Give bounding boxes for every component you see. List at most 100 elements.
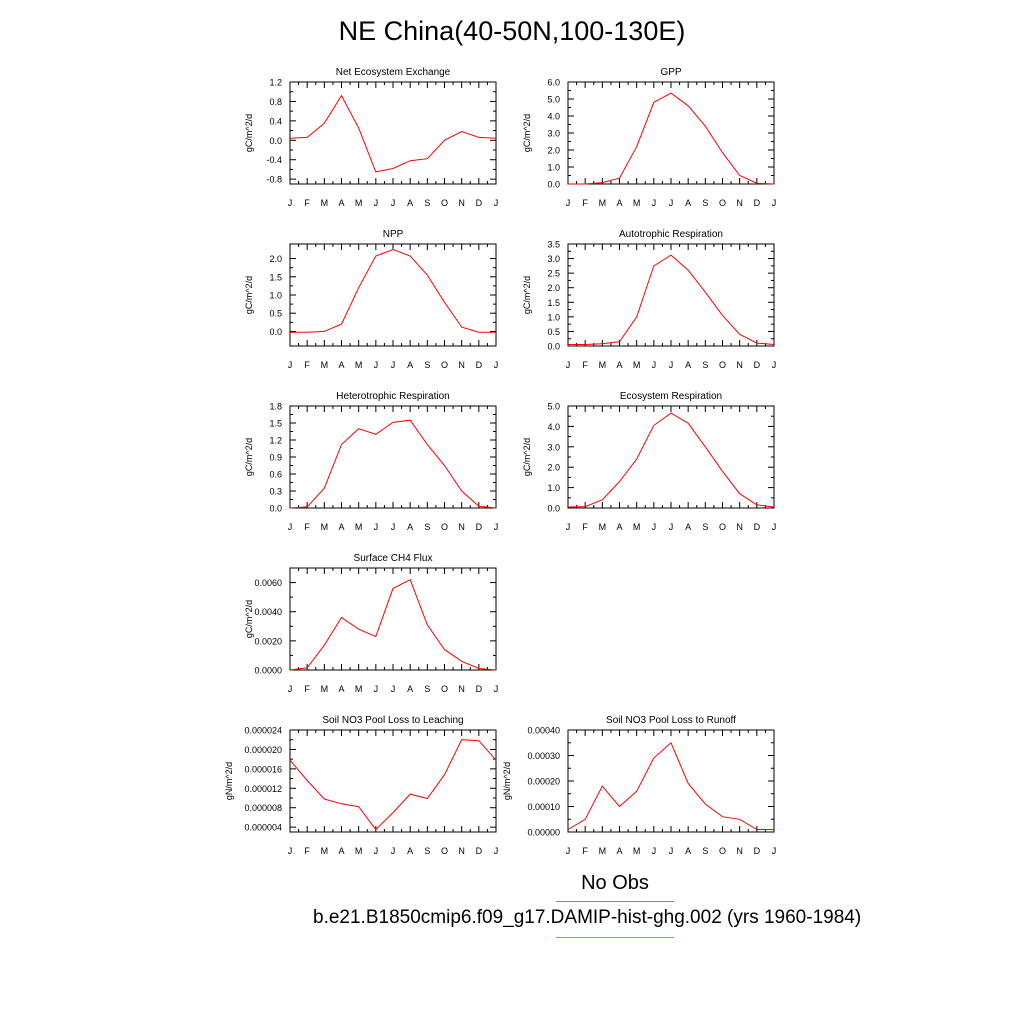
y-tick-label: 3.5 bbox=[547, 240, 560, 250]
x-tick-label: S bbox=[702, 522, 708, 532]
x-tick-label: O bbox=[441, 198, 448, 208]
plot-frame bbox=[289, 567, 497, 671]
x-tick-label: J bbox=[288, 522, 293, 532]
y-tick-label: 0.0 bbox=[269, 504, 282, 514]
x-tick-label: A bbox=[685, 522, 691, 532]
plot-frame bbox=[567, 405, 775, 509]
x-tick-label: D bbox=[476, 846, 483, 856]
x-tick-label: J bbox=[566, 522, 571, 532]
y-tick-label: 0.6 bbox=[269, 470, 282, 480]
y-tick-label: 2.0 bbox=[269, 254, 282, 264]
plot-frame bbox=[289, 729, 497, 833]
plot-frame bbox=[289, 243, 497, 347]
x-tick-label: D bbox=[476, 360, 483, 370]
y-axis-label: gC/m^2/d bbox=[244, 600, 254, 638]
y-tick-label: 0.0000 bbox=[254, 666, 282, 676]
y-tick-label: 0.8 bbox=[269, 97, 282, 107]
x-tick-label: A bbox=[616, 198, 622, 208]
y-tick-label: 0.3 bbox=[269, 487, 282, 497]
legend-model-label: b.e21.B1850cmip6.f09_g17.DAMIP-hist-ghg.… bbox=[313, 907, 862, 928]
y-tick-label: 0.9 bbox=[269, 453, 282, 463]
y-tick-label: 0.00000 bbox=[527, 828, 560, 838]
x-tick-label: J bbox=[391, 684, 396, 694]
y-tick-label: 0.5 bbox=[547, 327, 560, 337]
x-tick-label: J bbox=[391, 198, 396, 208]
x-tick-label: F bbox=[582, 846, 588, 856]
y-tick-label: 0.0020 bbox=[254, 636, 282, 646]
x-tick-label: F bbox=[304, 846, 310, 856]
x-tick-label: F bbox=[304, 522, 310, 532]
y-tick-label: 0.000024 bbox=[244, 726, 282, 736]
y-tick-label: 1.2 bbox=[269, 78, 282, 88]
y-axis-label: gN/m^2/d bbox=[502, 762, 512, 800]
x-tick-label: J bbox=[494, 846, 499, 856]
x-tick-label: M bbox=[633, 360, 641, 370]
y-tick-label: 0.000012 bbox=[244, 784, 282, 794]
y-tick-label: 0.00010 bbox=[527, 802, 560, 812]
y-tick-label: 0.000020 bbox=[244, 745, 282, 755]
x-tick-label: N bbox=[736, 360, 743, 370]
x-tick-label: S bbox=[702, 846, 708, 856]
x-tick-label: N bbox=[736, 846, 743, 856]
x-tick-label: M bbox=[633, 846, 641, 856]
x-tick-label: J bbox=[566, 360, 571, 370]
x-tick-label: S bbox=[424, 522, 430, 532]
x-tick-label: A bbox=[407, 522, 413, 532]
x-tick-label: D bbox=[754, 360, 761, 370]
x-tick-label: S bbox=[702, 198, 708, 208]
x-tick-label: D bbox=[476, 198, 483, 208]
x-tick-label: A bbox=[407, 684, 413, 694]
x-tick-label: S bbox=[702, 360, 708, 370]
x-tick-label: F bbox=[582, 522, 588, 532]
legend-obs-line bbox=[556, 901, 674, 902]
x-tick-label: A bbox=[407, 360, 413, 370]
y-tick-label: 0.00040 bbox=[527, 726, 560, 736]
y-tick-label: 0.0040 bbox=[254, 607, 282, 617]
y-tick-label: 4.0 bbox=[547, 422, 560, 432]
x-tick-label: S bbox=[424, 360, 430, 370]
y-tick-label: 1.2 bbox=[269, 436, 282, 446]
x-tick-label: M bbox=[633, 198, 641, 208]
x-tick-label: S bbox=[424, 846, 430, 856]
x-tick-label: M bbox=[321, 522, 329, 532]
x-tick-label: J bbox=[391, 360, 396, 370]
x-tick-label: S bbox=[424, 198, 430, 208]
y-axis-label: gC/m^2/d bbox=[522, 276, 532, 314]
x-tick-label: M bbox=[599, 360, 607, 370]
x-tick-label: F bbox=[304, 360, 310, 370]
x-tick-label: J bbox=[494, 522, 499, 532]
plot-title: NPP bbox=[383, 229, 404, 240]
x-tick-label: O bbox=[719, 522, 726, 532]
x-tick-label: N bbox=[458, 684, 465, 694]
x-tick-label: O bbox=[719, 360, 726, 370]
x-tick-label: J bbox=[652, 846, 657, 856]
x-tick-label: M bbox=[355, 846, 363, 856]
y-tick-label: -0.8 bbox=[266, 175, 282, 185]
plot-title: Net Ecosystem Exchange bbox=[336, 67, 451, 78]
plot-title: Soil NO3 Pool Loss to Runoff bbox=[606, 715, 736, 726]
x-tick-label: M bbox=[599, 198, 607, 208]
y-tick-label: 0.00030 bbox=[527, 751, 560, 761]
x-tick-label: J bbox=[374, 846, 379, 856]
y-tick-label: 6.0 bbox=[547, 78, 560, 88]
x-tick-label: F bbox=[582, 198, 588, 208]
x-tick-label: J bbox=[391, 522, 396, 532]
x-tick-label: N bbox=[736, 522, 743, 532]
x-tick-label: M bbox=[599, 846, 607, 856]
y-tick-label: 3.0 bbox=[547, 442, 560, 452]
x-tick-label: J bbox=[494, 198, 499, 208]
y-tick-label: 2.5 bbox=[547, 269, 560, 279]
x-tick-label: M bbox=[355, 198, 363, 208]
x-tick-label: O bbox=[441, 846, 448, 856]
x-tick-label: M bbox=[321, 198, 329, 208]
x-tick-label: J bbox=[669, 846, 674, 856]
x-tick-label: J bbox=[772, 198, 777, 208]
plot-title: Surface CH4 Flux bbox=[354, 553, 433, 564]
x-tick-label: A bbox=[338, 846, 344, 856]
x-tick-label: J bbox=[566, 198, 571, 208]
y-tick-label: 0.4 bbox=[269, 116, 282, 126]
x-tick-label: J bbox=[772, 522, 777, 532]
x-tick-label: O bbox=[719, 198, 726, 208]
y-tick-label: 0.5 bbox=[269, 309, 282, 319]
